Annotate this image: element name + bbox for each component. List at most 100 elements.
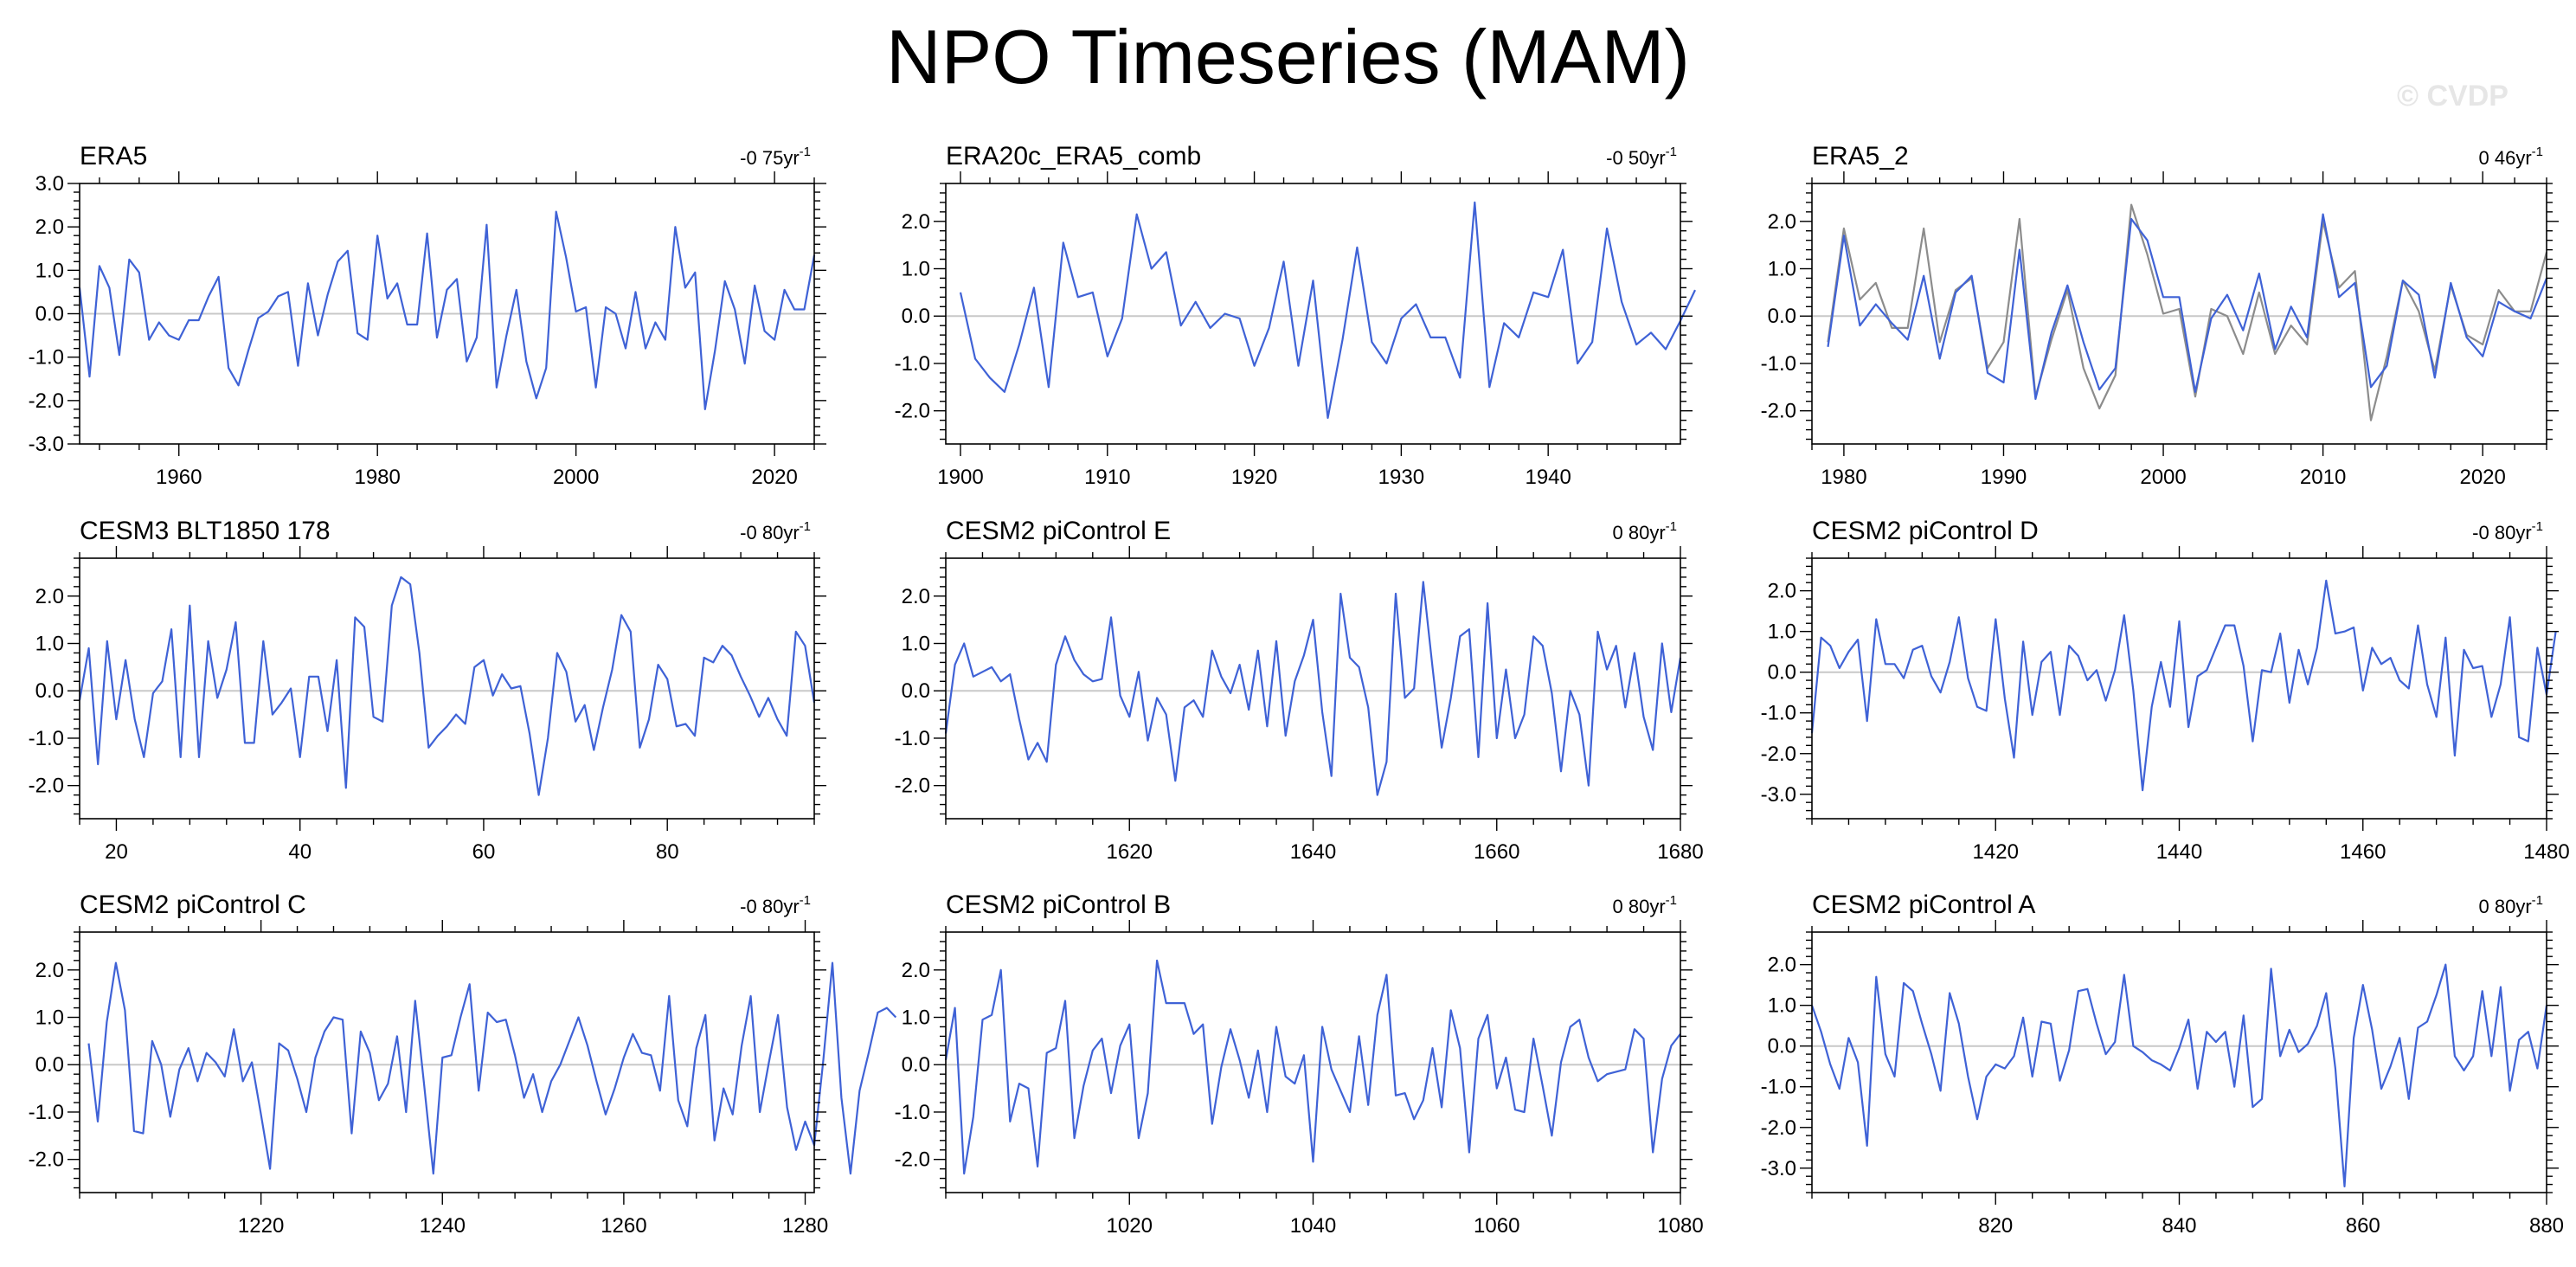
y-tick-label: -2.0	[1761, 400, 1796, 423]
y-tick-label: 2.0	[902, 959, 930, 982]
y-tick-label: -2.0	[1761, 1116, 1796, 1140]
x-tick-label: 2000	[553, 466, 599, 489]
x-tick-label: 840	[2162, 1214, 2196, 1238]
y-tick-label: 0.0	[1768, 1035, 1796, 1058]
y-tick-label: -3.0	[1761, 783, 1796, 807]
x-tick-label: 1680	[1657, 840, 1703, 864]
x-tick-label: 1420	[1973, 840, 2019, 864]
y-tick-label: 1.0	[35, 1007, 64, 1030]
x-tick-label: 1960	[156, 466, 202, 489]
panel: ERA20c_ERA5_comb -0 50yr-1 -2.0 -1.0 0.0 1.0 2…	[895, 142, 1696, 489]
x-tick-label: 20	[105, 840, 128, 864]
x-tick-label: 2020	[751, 466, 797, 489]
plot-frame	[945, 557, 1681, 820]
y-tick-label: 1.0	[1768, 994, 1796, 1018]
y-tick-label: 2.0	[35, 585, 64, 608]
y-tick-label: 2.0	[35, 959, 64, 982]
x-tick-label: 1940	[1525, 466, 1571, 489]
y-tick-label: 2.0	[902, 210, 930, 234]
plot-frame	[1811, 931, 2547, 1193]
y-tick-label: 2.0	[902, 585, 930, 608]
y-tick-label: -3.0	[29, 433, 64, 456]
trend-label: -0 80yr-1	[740, 519, 811, 543]
panel-title: ERA20c_ERA5_comb	[946, 142, 1201, 170]
trend-label: -0 50yr-1	[1606, 145, 1677, 169]
y-tick-label: -1.0	[895, 1101, 930, 1124]
panel-title: ERA5	[80, 142, 147, 170]
panel: CESM2 piControl B 0 80yr-1 -2.0 -1.0 0.0 1.0 2…	[895, 891, 1704, 1238]
trend-label: -0 80yr-1	[740, 893, 811, 917]
y-tick-label: 0.0	[35, 1053, 64, 1077]
x-tick-label: 1990	[1981, 466, 2027, 489]
panel-title: CESM2 piControl C	[80, 891, 306, 919]
trend-label: 0 80yr-1	[1613, 519, 1678, 543]
x-tick-label: 1920	[1231, 466, 1277, 489]
y-tick-label: 0.0	[1768, 305, 1796, 328]
y-tick-label: -2.0	[895, 400, 930, 423]
x-tick-label: 1220	[238, 1214, 284, 1238]
x-tick-label: 1040	[1290, 1214, 1336, 1238]
x-tick-label: 820	[1978, 1214, 2013, 1238]
y-tick-label: -1.0	[29, 346, 64, 370]
panel: CESM2 piControl A 0 80yr-1 -3.0 -2.0 -1.0 0.0…	[1761, 891, 2564, 1238]
x-tick-label: 1480	[2523, 840, 2569, 864]
y-tick-label: -2.0	[29, 1148, 64, 1172]
x-tick-label: 1930	[1378, 466, 1424, 489]
y-tick-label: -2.0	[29, 775, 64, 798]
series-line	[1827, 213, 2548, 401]
x-tick-label: 1080	[1657, 1214, 1703, 1238]
x-tick-label: 1910	[1084, 466, 1130, 489]
plot-frame	[1811, 183, 2547, 445]
x-tick-label: 1060	[1474, 1214, 1519, 1238]
y-tick-label: 2.0	[35, 215, 64, 239]
y-tick-label: -1.0	[1761, 352, 1796, 376]
trend-exponent: -1	[800, 519, 811, 534]
x-tick-label: 1640	[1290, 840, 1336, 864]
trend-exponent: -1	[1666, 893, 1677, 908]
x-tick-label: 2010	[2300, 466, 2346, 489]
y-tick-label: -1.0	[1761, 702, 1796, 725]
y-tick-label: 1.0	[1768, 621, 1796, 644]
x-tick-label: 1260	[601, 1214, 646, 1238]
x-tick-label: 1900	[937, 466, 983, 489]
x-tick-label: 1280	[782, 1214, 828, 1238]
y-tick-label: -1.0	[895, 727, 930, 750]
series-line	[944, 959, 1681, 1175]
trend-exponent: -1	[1666, 519, 1677, 534]
panel: ERA5 -0 75yr-1 -3.0 -2.0 -1.0 0.0 1.0 2.0 3.0 196…	[29, 142, 826, 489]
y-tick-label: 1.0	[902, 258, 930, 281]
y-tick-label: 2.0	[1768, 580, 1796, 603]
x-tick-label: 1660	[1474, 840, 1519, 864]
y-tick-label: -1.0	[1761, 1076, 1796, 1099]
trend-label: 0 46yr-1	[2479, 145, 2544, 169]
trend-exponent: -1	[2532, 145, 2543, 159]
y-tick-label: -1.0	[895, 352, 930, 376]
panel: CESM2 piControl D -0 80yr-1 -3.0 -2.0 -1.0 0.…	[1761, 517, 2570, 864]
y-tick-label: 2.0	[1768, 210, 1796, 234]
x-tick-label: 2020	[2459, 466, 2505, 489]
y-tick-label: 1.0	[1768, 258, 1796, 281]
panel-title: CESM3 BLT1850 178	[80, 517, 331, 545]
y-tick-label: 1.0	[35, 259, 64, 282]
cvdp-watermark: © CVDP	[2397, 80, 2509, 113]
y-tick-label: 0.0	[35, 303, 64, 326]
trend-label: 0 80yr-1	[2479, 893, 2544, 917]
y-tick-label: -2.0	[895, 1148, 930, 1172]
trend-exponent: -1	[800, 893, 811, 908]
y-tick-label: 1.0	[902, 1007, 930, 1030]
trend-exponent: -1	[1666, 145, 1677, 159]
y-tick-label: -2.0	[895, 775, 930, 798]
plot-frame	[79, 557, 815, 820]
panel-title: CESM2 piControl E	[946, 517, 1171, 545]
plot-frame	[1811, 557, 2547, 820]
x-tick-label: 1980	[1821, 466, 1866, 489]
x-tick-label: 880	[2529, 1214, 2564, 1238]
y-tick-label: -1.0	[29, 1101, 64, 1124]
panel-title: ERA5_2	[1812, 142, 1909, 170]
series-line	[1810, 963, 2548, 1188]
series-line	[959, 201, 1696, 419]
series-line	[1827, 203, 2548, 421]
trend-label: 0 80yr-1	[1613, 893, 1678, 917]
y-tick-label: 0.0	[35, 679, 64, 703]
